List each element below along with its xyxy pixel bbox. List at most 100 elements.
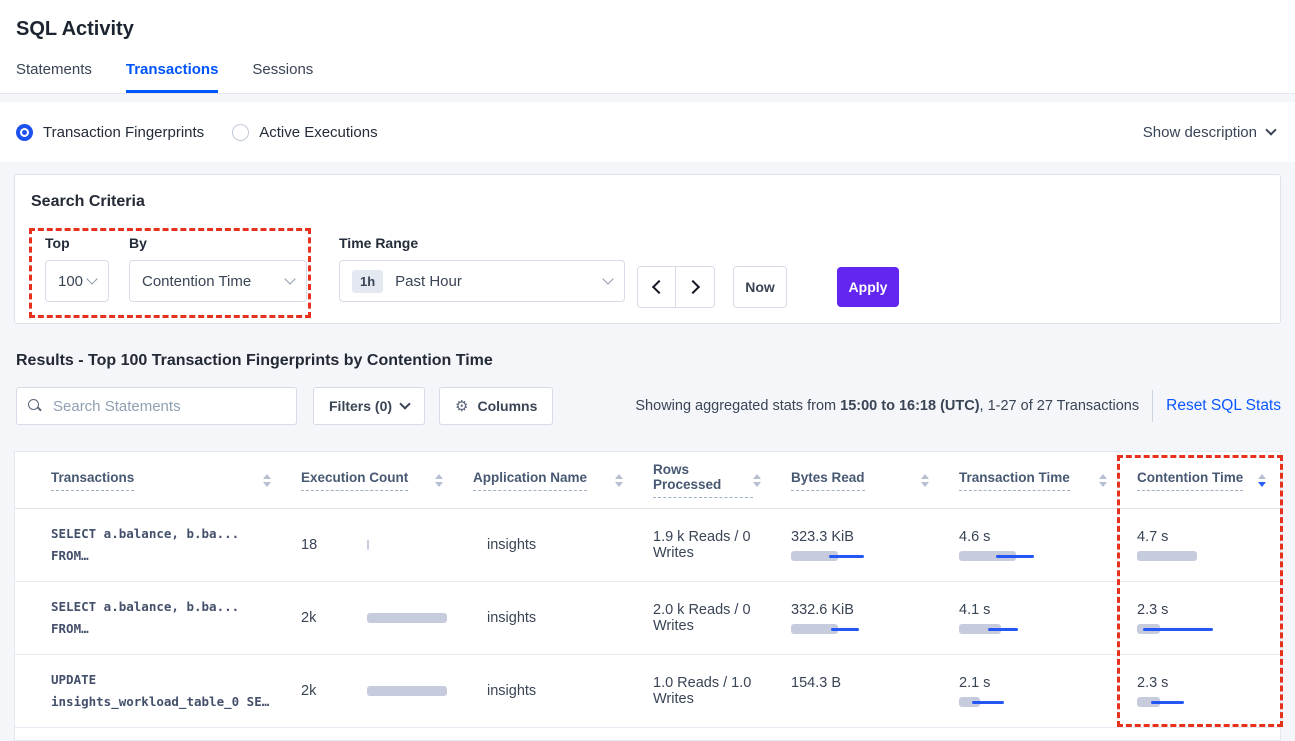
show-description-label: Show description xyxy=(1142,123,1257,141)
bytes-read-cell: 154.3 B xyxy=(791,675,959,707)
contention-time-cell: 2.3 s xyxy=(1137,675,1266,707)
sort-icon xyxy=(921,473,929,487)
transaction-time-bar xyxy=(959,551,1039,561)
time-range-badge: 1h xyxy=(352,269,384,293)
radio-selected-icon xyxy=(16,123,33,141)
by-select[interactable]: Contention Time xyxy=(129,260,307,302)
transaction-fingerprint-link[interactable]: SELECT a.balance, b.ba... FROM… xyxy=(51,599,240,636)
bytes-read-bar xyxy=(791,551,867,561)
chevron-down-icon xyxy=(86,273,98,285)
top-label: Top xyxy=(45,235,70,251)
transaction-fingerprint-link[interactable]: UPDATE insights_workload_table_0 SE… xyxy=(51,672,270,709)
top-select-value: 100 xyxy=(58,272,84,290)
tab-transactions[interactable]: Transactions xyxy=(125,61,219,93)
rows-processed-cell: 1.9 k Reads / 0 Writes xyxy=(653,529,751,561)
tab-statements[interactable]: Statements xyxy=(16,61,92,78)
execution-count-cell: 2k xyxy=(301,610,473,626)
columns-button[interactable]: ⚙ Columns xyxy=(439,387,554,425)
chevron-down-icon xyxy=(1265,124,1277,136)
column-header-bytes-read[interactable]: Bytes Read xyxy=(791,470,959,491)
column-header-contention-time[interactable]: Contention Time xyxy=(1137,470,1266,491)
search-icon xyxy=(28,399,42,413)
tab-sessions[interactable]: Sessions xyxy=(252,61,314,78)
tab-bar: Statements Transactions Sessions xyxy=(16,61,1279,93)
search-statements-box xyxy=(16,387,297,425)
previous-time-button[interactable] xyxy=(638,267,676,307)
table-header-row: Transactions Execution Count Application… xyxy=(15,452,1280,509)
contention-time-bar xyxy=(1137,697,1215,707)
sort-icon xyxy=(615,473,623,487)
time-range-select[interactable]: 1h Past Hour xyxy=(339,260,625,302)
execution-count-bar xyxy=(367,686,447,696)
transactions-table: Transactions Execution Count Application… xyxy=(14,451,1281,741)
time-range-arrows xyxy=(637,266,715,308)
now-button[interactable]: Now xyxy=(733,266,787,308)
view-toggle-bar: Transaction Fingerprints Active Executio… xyxy=(0,102,1295,162)
contention-time-bar xyxy=(1137,624,1215,634)
sort-icon xyxy=(1099,473,1107,487)
sort-icon xyxy=(435,473,443,487)
contention-time-cell: 2.3 s xyxy=(1137,602,1266,634)
filters-button[interactable]: Filters (0) xyxy=(313,387,426,425)
column-header-execution-count[interactable]: Execution Count xyxy=(301,470,473,491)
bytes-read-bar xyxy=(791,624,867,634)
search-statements-input[interactable] xyxy=(51,396,285,416)
transaction-time-cell: 2.1 s xyxy=(959,675,1137,707)
results-controls: Filters (0) ⚙ Columns Showing aggregated… xyxy=(16,387,1281,425)
sort-icon-active-desc xyxy=(1258,473,1266,487)
by-select-value: Contention Time xyxy=(142,272,252,290)
columns-label: Columns xyxy=(477,398,538,414)
results-heading: Results - Top 100 Transaction Fingerprin… xyxy=(16,352,493,369)
column-header-application-name[interactable]: Application Name xyxy=(473,470,653,491)
column-header-transactions[interactable]: Transactions xyxy=(51,470,301,491)
execution-count-cell: 2k xyxy=(301,683,473,699)
execution-count-cell: 18 xyxy=(301,537,473,553)
application-name-cell: insights xyxy=(487,610,537,626)
radio-transaction-fingerprints[interactable]: Transaction Fingerprints xyxy=(16,123,205,141)
contention-time-bar xyxy=(1137,551,1215,561)
bytes-read-bar xyxy=(791,697,867,707)
page-title: SQL Activity xyxy=(16,18,134,40)
table-row: UPDATE insights_workload_table_0 SE… 2k i… xyxy=(15,655,1280,728)
stats-summary: Showing aggregated stats from 15:00 to 1… xyxy=(635,398,1140,414)
chevron-down-icon xyxy=(399,398,411,410)
contention-time-cell: 4.7 s xyxy=(1137,529,1266,561)
gear-icon: ⚙ xyxy=(455,398,469,415)
time-range-value: Past Hour xyxy=(395,272,462,290)
apply-button[interactable]: Apply xyxy=(837,267,899,307)
time-range-label: Time Range xyxy=(339,235,419,251)
transaction-time-bar xyxy=(959,624,1039,634)
transaction-time-cell: 4.6 s xyxy=(959,529,1137,561)
reset-sql-stats-link[interactable]: Reset SQL Stats xyxy=(1166,397,1281,414)
page-header: SQL Activity Statements Transactions Ses… xyxy=(0,0,1295,94)
radio-active-executions[interactable]: Active Executions xyxy=(232,123,378,141)
top-select[interactable]: 100 xyxy=(45,260,109,302)
transaction-time-bar xyxy=(959,697,1039,707)
bytes-read-cell: 332.6 KiB xyxy=(791,602,959,634)
stats-time-range: 15:00 to 16:18 (UTC) xyxy=(840,398,980,414)
chevron-down-icon xyxy=(284,273,296,285)
table-row: SELECT a.balance, b.ba... FROM… 2k insigh… xyxy=(15,582,1280,655)
sort-icon xyxy=(753,473,761,487)
rows-processed-cell: 1.0 Reads / 1.0 Writes xyxy=(653,675,752,707)
application-name-cell: insights xyxy=(487,683,537,699)
chevron-right-icon xyxy=(685,279,701,295)
next-time-button[interactable] xyxy=(676,267,714,307)
application-name-cell: insights xyxy=(487,537,537,553)
column-header-rows-processed[interactable]: Rows Processed xyxy=(653,462,791,498)
rows-processed-cell: 2.0 k Reads / 0 Writes xyxy=(653,602,751,634)
chevron-down-icon xyxy=(602,273,614,285)
filters-label: Filters (0) xyxy=(329,398,393,414)
chevron-left-icon xyxy=(651,279,666,295)
column-header-transaction-time[interactable]: Transaction Time xyxy=(959,470,1137,491)
transaction-fingerprint-link[interactable]: SELECT a.balance, b.ba... FROM… xyxy=(51,526,240,563)
show-description-toggle[interactable]: Show description xyxy=(1142,123,1277,141)
execution-count-bar xyxy=(367,540,447,550)
radio-label: Transaction Fingerprints xyxy=(43,123,205,141)
execution-count-bar xyxy=(367,613,447,623)
divider xyxy=(1152,390,1154,422)
radio-unselected-icon xyxy=(232,123,250,141)
by-label: By xyxy=(129,235,147,251)
search-criteria-heading: Search Criteria xyxy=(31,193,145,210)
table-row: SELECT a.balance, b.ba... FROM… 18 insigh… xyxy=(15,509,1280,582)
